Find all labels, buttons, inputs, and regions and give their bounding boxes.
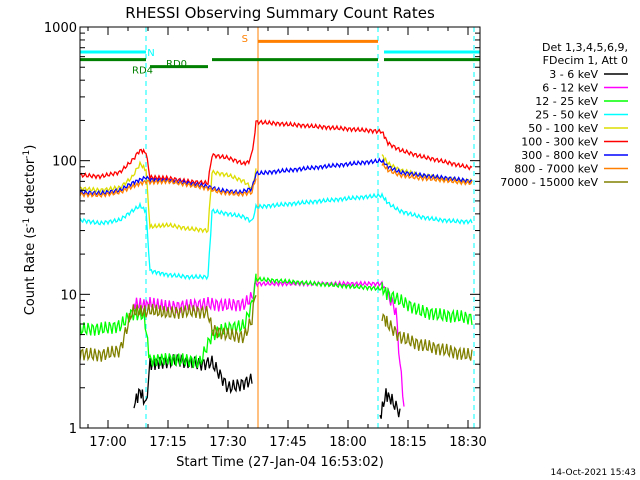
series-line-800-7000keV [80, 161, 473, 199]
legend-header-detectors: Det 1,3,4,5,6,9, [542, 41, 628, 54]
legend-entry-label-4: 50 - 100 keV [528, 122, 598, 135]
y-axis-label-end: ) [23, 145, 38, 150]
x-tick-label: 17:45 [269, 435, 306, 450]
x-tick-label: 18:00 [329, 435, 366, 450]
timestamp: 14-Oct-2021 15:43 [551, 468, 636, 478]
y-axis-label-sup2: -1 [22, 150, 32, 159]
legend-entry-label-0: 3 - 6 keV [549, 68, 598, 81]
legend-entry-label-3: 25 - 50 keV [535, 109, 598, 122]
series-line-6-12keV [133, 279, 405, 407]
x-tick-label: 17:00 [89, 435, 126, 450]
flag-label-s: S [242, 34, 248, 45]
x-tick-label: 17:15 [149, 435, 186, 450]
flag-label-rd0: RD0 [166, 59, 187, 70]
y-tick-label: 1000 [44, 21, 77, 36]
legend-entry-label-5: 100 - 300 keV [521, 136, 598, 149]
legend-entry-label-8: 7000 - 15000 keV [500, 176, 598, 189]
y-axis-label-main: Count Rate (s [23, 227, 38, 316]
y-tick-label: 100 [52, 155, 77, 170]
x-tick-label: 18:15 [389, 435, 426, 450]
flag-label-rd4: RD4 [132, 66, 153, 77]
y-tick-label: 1 [69, 422, 77, 437]
flag-label-n: N [147, 48, 154, 59]
series-line-12-25keV [80, 273, 473, 369]
legend-entry-label-6: 300 - 800 keV [521, 149, 598, 162]
chart-title: RHESSI Observing Summary Count Rates [125, 4, 435, 22]
x-tick-label: 17:30 [209, 435, 246, 450]
legend-header-decimation: FDecim 1, Att 0 [543, 54, 628, 67]
y-tick-label: 10 [60, 288, 77, 303]
series-line-300-800keV [80, 157, 473, 197]
y-axis-label-sup1: -1 [22, 218, 32, 227]
x-axis-label: Start Time (27-Jan-04 16:53:02) [176, 455, 384, 470]
series-line-25-50keV [80, 192, 473, 281]
series-line-100-300keV [80, 119, 473, 186]
y-axis-label-mid: detector [23, 158, 38, 218]
axis-ticks: N S RD0 RD4 17:00 17:15 17:30 17:45 18:00 18:15 18… [44, 21, 487, 450]
legend-entry-label-2: 12 - 25 keV [535, 95, 598, 108]
plot-area [80, 27, 480, 428]
axis-frame [79, 26, 481, 429]
legend-entry-label-7: 800 - 7000 keV [514, 163, 598, 176]
series-line-7000-15000keV [80, 294, 473, 362]
x-tick-label: 18:30 [449, 435, 486, 450]
y-axis-label: Count Rate (s-1 detector-1) [22, 145, 38, 316]
legend: Det 1,3,4,5,6,9, FDecim 1, Att 0 3 - 6 k… [500, 41, 628, 189]
legend-entry-label-1: 6 - 12 keV [542, 82, 598, 95]
